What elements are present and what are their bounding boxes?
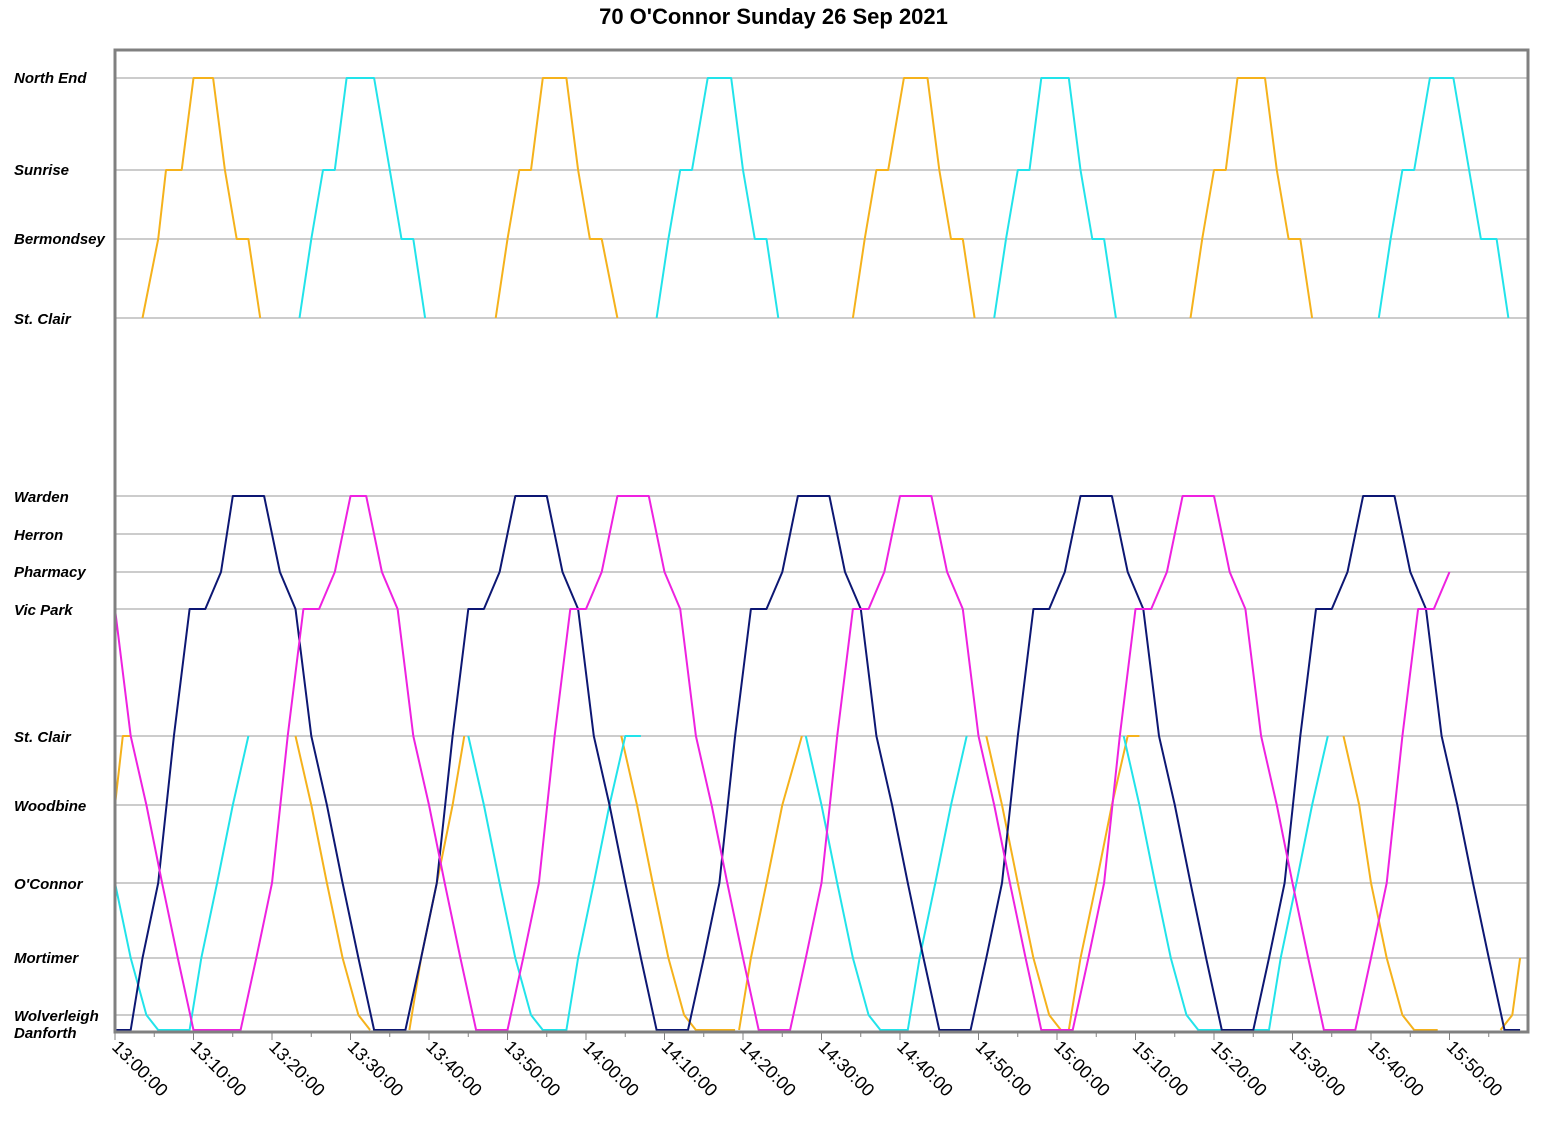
trip-lines	[114, 77, 1522, 1031]
stop-label: Mortimer	[14, 950, 79, 967]
trip-line-orange	[620, 735, 736, 1031]
x-tick-label: 15:30:00	[1286, 1037, 1350, 1101]
trip-line-magenta	[114, 495, 1451, 1031]
x-tick-label: 13:30:00	[344, 1037, 408, 1101]
stop-label: Pharmacy	[14, 564, 86, 581]
stop-label: Herron	[14, 527, 63, 544]
stop-label: North End	[14, 70, 87, 87]
chart-title: 70 O'Connor Sunday 26 Sep 2021	[599, 4, 948, 29]
stop-label: O'Connor	[14, 876, 84, 893]
x-tick-label: 14:40:00	[893, 1037, 957, 1101]
trip-line-cyan	[993, 77, 1117, 319]
trip-line-navy	[115, 495, 1521, 1031]
trip-line-orange	[141, 77, 262, 319]
x-tick-label: 13:00:00	[108, 1037, 172, 1101]
trip-line-cyan	[467, 735, 641, 1031]
x-tick-label: 13:50:00	[501, 1037, 565, 1101]
x-tick-label: 13:40:00	[422, 1037, 486, 1101]
x-tick-label: 14:20:00	[736, 1037, 800, 1101]
plot-frame	[113, 48, 1530, 1034]
x-tick-label: 14:10:00	[658, 1037, 722, 1101]
stop-label: Wolverleigh	[14, 1008, 99, 1025]
stop-label: St. Clair	[14, 311, 72, 328]
trip-line-orange	[494, 77, 619, 319]
stop-label: Sunrise	[14, 162, 69, 179]
trip-line-orange	[851, 77, 976, 319]
stop-label: Woodbine	[14, 798, 86, 815]
trip-line-orange	[1189, 77, 1314, 319]
stop-label: Bermondsey	[14, 231, 106, 248]
x-tick-label: 14:50:00	[972, 1037, 1036, 1101]
x-tick-label: 15:20:00	[1207, 1037, 1271, 1101]
trip-line-orange	[738, 735, 803, 1031]
trip-line-orange	[1342, 735, 1438, 1031]
trip-line-cyan	[1377, 77, 1510, 319]
x-tick-label: 15:10:00	[1129, 1037, 1193, 1101]
stop-label: St. Clair	[14, 729, 72, 746]
trip-line-orange	[985, 735, 1062, 1031]
x-tick-label: 14:00:00	[579, 1037, 643, 1101]
stop-labels: North End Sunrise Bermondsey St. Clair Warde…	[14, 70, 106, 1042]
stop-label: Danforth	[14, 1025, 77, 1042]
x-tick-label: 15:40:00	[1364, 1037, 1428, 1101]
trip-line-orange	[294, 735, 371, 1031]
trip-line-cyan	[298, 77, 427, 319]
trip-line-orange	[114, 735, 131, 806]
x-tick-label: 14:30:00	[815, 1037, 879, 1101]
trip-line-cyan	[655, 77, 780, 319]
x-tick-label: 13:10:00	[187, 1037, 251, 1101]
trip-line-orange	[1499, 957, 1522, 1031]
stop-label: Vic Park	[14, 602, 73, 619]
trip-line-cyan	[804, 735, 968, 1031]
stop-label: Warden	[14, 489, 69, 506]
x-tick-label: 13:20:00	[265, 1037, 329, 1101]
trip-line-orange	[1067, 735, 1140, 1031]
trip-line-cyan	[114, 735, 250, 1031]
trip-line-cyan	[1122, 735, 1329, 1031]
x-axis-ticks: 13:00:00 13:10:00 13:20:00 13:30:00 13:40:00…	[108, 1032, 1506, 1100]
x-tick-label: 15:00:00	[1050, 1037, 1114, 1101]
x-tick-label: 15:50:00	[1443, 1037, 1507, 1101]
